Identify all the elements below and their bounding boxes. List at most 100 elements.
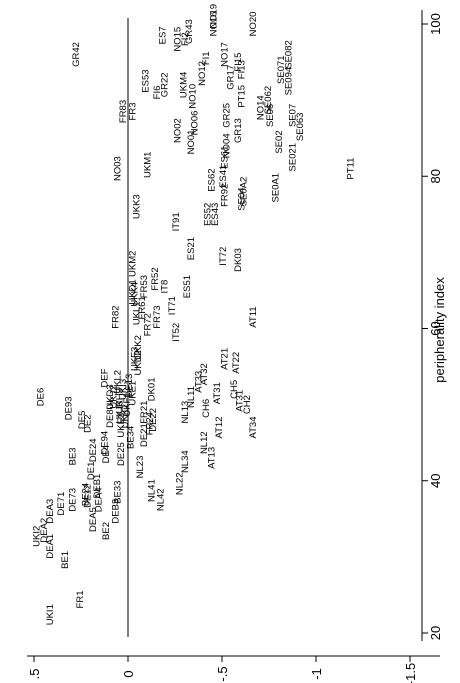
data-point-label: DE25	[116, 442, 127, 466]
data-point-label: SE0A2	[238, 177, 249, 207]
data-point-label: FI6	[152, 86, 163, 100]
data-point-label: NO16	[208, 12, 219, 37]
data-point-label: DE21	[139, 423, 150, 447]
data-point-label: NO19	[208, 4, 219, 29]
y-tick-label: -1	[309, 668, 324, 680]
data-point-label: FI2	[180, 32, 191, 46]
data-point-label: NO02	[173, 118, 184, 143]
data-point-label: PT15	[237, 85, 248, 108]
data-point-label: SE062	[263, 86, 274, 115]
data-point-label: ES51	[182, 275, 193, 298]
data-point-label: ES43	[210, 203, 221, 226]
data-point-label: UKH3	[114, 388, 125, 413]
data-point-label: UKJ3	[114, 401, 125, 424]
data-point-label: NO04	[222, 133, 233, 158]
data-point-label: UKE1	[128, 381, 139, 406]
data-point-label: ES41	[218, 165, 229, 188]
data-point-label: GR43	[184, 19, 195, 44]
x-tick-label: 20	[428, 626, 443, 640]
data-point-label: FR24	[144, 412, 155, 435]
data-point-label: UKJ2	[109, 385, 120, 408]
data-point-label: NO15	[173, 27, 184, 52]
data-point-label: NO01	[186, 130, 197, 155]
data-point-label: DK03	[233, 248, 244, 272]
data-point-label: FR3	[128, 103, 139, 121]
data-point-label: SE04	[237, 187, 248, 210]
data-point-label: SE06	[265, 104, 276, 127]
data-point-label: DEF	[99, 368, 110, 387]
data-point-label: NL42	[156, 488, 167, 511]
data-point-label: AT12	[214, 416, 225, 438]
data-point-label: CH2	[242, 395, 253, 414]
data-point-label: UKD2	[133, 350, 144, 375]
data-point-label: UKE3	[116, 413, 127, 438]
data-point-label: AT34	[248, 416, 259, 438]
data-point-label: ES7	[158, 26, 169, 44]
data-point-label: AT11	[248, 306, 259, 327]
data-point-label: FI13	[237, 60, 248, 79]
data-point-label: GR42	[71, 42, 82, 67]
data-point-label: UKF1	[122, 392, 133, 416]
data-point-label: FR82	[111, 305, 122, 328]
data-point-label: FR53	[139, 275, 150, 298]
x-tick-label: 40	[428, 474, 443, 488]
data-point-label: CH5	[229, 380, 240, 399]
data-point-label: ES62	[207, 168, 218, 191]
data-point-label: AT31	[235, 390, 246, 412]
data-point-label: GR13	[233, 118, 244, 143]
data-point-label: UKI3	[118, 379, 129, 400]
x-tick-label: 80	[428, 169, 443, 183]
data-point-label: UKK2	[133, 335, 144, 360]
data-point-label: UKL2	[113, 370, 124, 394]
data-point-label: UKK3	[131, 194, 142, 219]
data-point-label: FR72	[143, 313, 154, 336]
data-point-label: DE5	[77, 411, 88, 429]
data-point-label: FR21	[139, 401, 150, 424]
data-point-label: UKK1	[120, 404, 131, 429]
data-point-label: DE2	[82, 414, 93, 432]
data-point-label: DE6	[35, 388, 46, 406]
data-point-label: NL12	[199, 431, 210, 454]
data-point-label: UKD3	[105, 384, 116, 409]
data-point-label: SE021	[287, 143, 298, 172]
data-point-label: UKI1	[45, 604, 56, 625]
data-point-label: DE4	[101, 445, 112, 463]
x-tick-label: 60	[428, 321, 443, 335]
data-point-label: NO06	[190, 111, 201, 136]
data-point-label: BE2	[101, 522, 112, 540]
data-point-label: IT91	[171, 212, 182, 231]
data-point-label: DE71	[56, 492, 67, 516]
data-point-label: DEB3	[111, 499, 122, 524]
data-point-label: AT13	[207, 447, 218, 469]
data-point-label: FR52	[150, 267, 161, 290]
data-point-label: BE34	[126, 426, 137, 449]
y-tick-label: .5	[27, 669, 42, 680]
data-point-label: UKI2	[32, 526, 43, 547]
data-point-label: DE1	[86, 462, 97, 480]
data-point-label: FR1	[75, 591, 86, 609]
data-point-label: DEB1	[92, 474, 103, 499]
data-point-label: BE1	[60, 551, 71, 569]
data-point-label: DE80	[105, 404, 116, 428]
data-point-label: SE082	[284, 40, 295, 69]
data-point-label: UKM2	[128, 251, 139, 277]
data-point-label: UKF3	[129, 347, 140, 371]
axes	[27, 10, 440, 657]
data-point-label: AT21	[220, 348, 231, 370]
data-point-label: PT11	[346, 158, 357, 180]
data-point-label: NL23	[135, 456, 146, 479]
data-point-label: FR92	[220, 184, 231, 207]
data-point-label: IT8	[160, 280, 171, 294]
data-point-label: DEA1	[45, 534, 56, 559]
data-point-label: DEA5	[88, 507, 99, 532]
data-point-label: UKD1	[128, 279, 139, 304]
data-point-label: NL13	[180, 401, 191, 424]
x-tick-label: 100	[428, 13, 443, 35]
data-point-label: NO17	[220, 42, 231, 67]
data-point-label: DE93	[64, 397, 75, 421]
data-point-label: UKM1	[143, 152, 154, 178]
data-point-label: DE24	[88, 438, 99, 462]
data-point-label: BE24	[81, 483, 92, 506]
data-point-label: NO12	[197, 61, 208, 86]
